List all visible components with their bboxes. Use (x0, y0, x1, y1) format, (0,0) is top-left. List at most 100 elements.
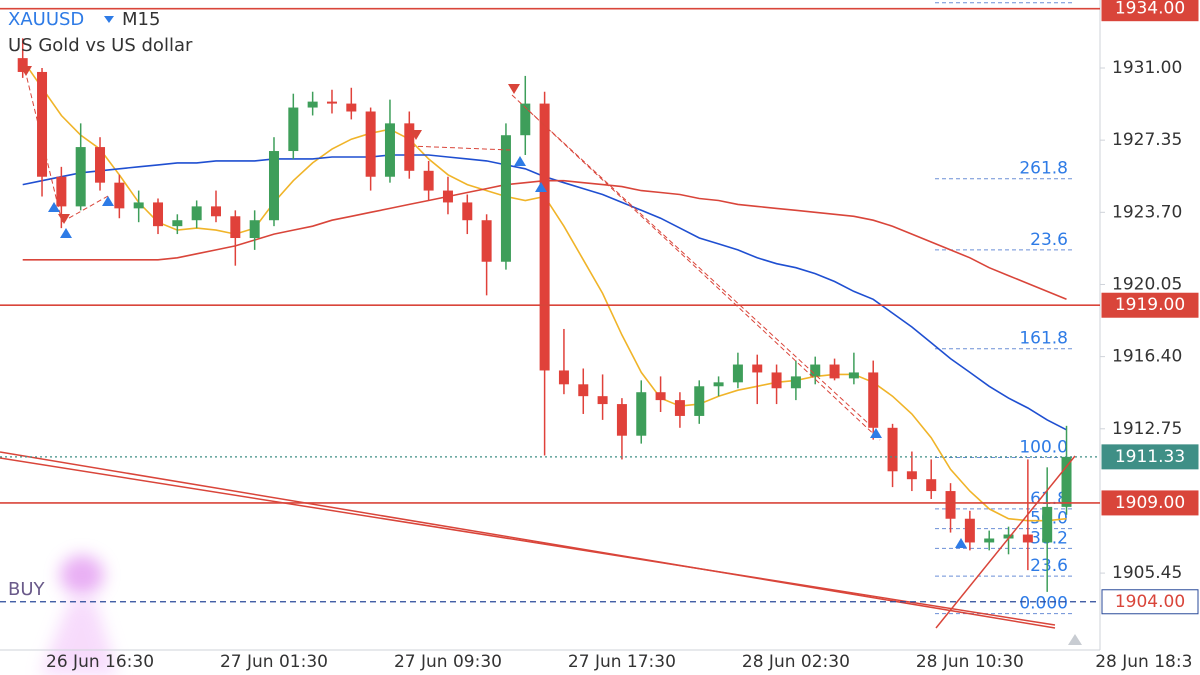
fib-label: 23.6 (1030, 230, 1068, 250)
signal-arrows (20, 66, 967, 548)
price-label: 1919.00 (1115, 295, 1185, 315)
candle-body (95, 147, 106, 183)
candle-body (752, 364, 763, 373)
candle-body (1061, 456, 1072, 507)
buy-arrow (48, 202, 60, 212)
candle-body (906, 471, 917, 480)
buy-arrow (870, 428, 882, 438)
x-tick-label: 28 Jun 18:3 (1095, 652, 1192, 672)
candle-body (887, 427, 898, 472)
candle-body (1003, 534, 1014, 539)
candle-body (694, 386, 705, 416)
y-tick-label: 1905.45 (1112, 563, 1182, 583)
fib-label: 161.8 (1019, 329, 1068, 349)
price-label-box (1101, 292, 1199, 318)
timeframe: M15 (122, 9, 160, 30)
sell-arrow (508, 84, 520, 94)
touch-highlight (40, 600, 118, 675)
candle-body (462, 202, 473, 221)
candle-body (945, 491, 956, 519)
candle-body (926, 479, 937, 492)
buy-arrow (102, 196, 114, 206)
y-tick-label: 1920.05 (1112, 274, 1182, 294)
candle-body (558, 370, 569, 385)
candle-body (75, 147, 86, 207)
dropdown-icon (104, 16, 114, 23)
price-label-box (1101, 490, 1199, 516)
buy-arrow (60, 228, 72, 238)
fib-label: 100.0 (1019, 437, 1068, 457)
candle-body (56, 176, 67, 207)
candle-body (268, 151, 279, 221)
candle-body (307, 101, 318, 108)
signal-label: BUY (8, 579, 46, 600)
sell-arrow (58, 214, 70, 224)
buy-arrow (955, 538, 967, 548)
candle-body (133, 202, 144, 209)
candle-body (288, 107, 299, 152)
candle-body (597, 396, 608, 405)
candle-body (655, 392, 666, 401)
scroll-marker (1068, 634, 1082, 645)
trend-line (527, 109, 871, 426)
candle-body (829, 364, 840, 379)
candle-body (326, 101, 337, 104)
price-label: 1909.00 (1115, 493, 1185, 513)
candle-body (230, 216, 241, 239)
trend-line (24, 69, 63, 223)
candle-body (713, 382, 724, 387)
candle-body (481, 220, 492, 262)
x-tick-label: 28 Jun 10:30 (916, 652, 1024, 672)
y-tick-label: 1916.40 (1112, 347, 1182, 367)
sell-arrow (410, 130, 422, 140)
candle-body (1042, 506, 1053, 543)
trend-line (0, 457, 1056, 626)
candle-body (37, 71, 48, 177)
trend-line (61, 195, 109, 223)
candle-body (423, 170, 434, 191)
symbol: XAUUSD (8, 9, 84, 30)
y-tick-label: 1927.35 (1112, 130, 1182, 150)
candle-body (616, 404, 627, 436)
x-tick-label: 27 Jun 01:30 (220, 652, 328, 672)
candle-body (578, 384, 589, 397)
candle-body (539, 103, 550, 371)
subtitle: US Gold vs US dollar (8, 35, 193, 56)
fib-label: 261.8 (1019, 159, 1068, 179)
price-label-box (1101, 0, 1199, 22)
buy-arrow (535, 182, 547, 192)
price-label-box (1101, 444, 1199, 470)
price-label: 1904.00 (1115, 592, 1185, 612)
fib-label: 61.8 (1030, 489, 1068, 509)
trend-line (0, 451, 1056, 629)
price-label: 1934.00 (1115, 0, 1185, 19)
candle-body (153, 202, 164, 227)
y-tick-label: 1931.00 (1112, 58, 1182, 78)
touch-highlight (60, 555, 104, 595)
x-tick-label: 26 Jun 16:30 (46, 652, 154, 672)
trend-line (511, 94, 881, 441)
drawings (0, 69, 1076, 629)
candle-body (365, 111, 376, 177)
price-label: 1911.33 (1115, 447, 1185, 467)
plot-area: 38.2261.823.6161.8100.061.850.038.223.60… (17, 0, 1072, 615)
fib-label: 38.2 (1030, 0, 1068, 3)
trend-line (935, 455, 1076, 629)
candle-body (191, 206, 202, 221)
candle-body (384, 123, 395, 177)
fib-label: 23.6 (1030, 556, 1068, 576)
candle-body (114, 182, 125, 209)
candle-body (211, 206, 221, 217)
candle-body (404, 123, 415, 171)
candle-body (868, 372, 879, 428)
x-tick-label: 28 Jun 02:30 (742, 652, 850, 672)
candle-body (771, 372, 782, 389)
candle-body (732, 364, 743, 383)
candle-body (249, 220, 260, 239)
candle-body (520, 103, 531, 136)
price-label-box (1101, 589, 1199, 615)
candle-body (442, 190, 453, 203)
candle-body (674, 400, 685, 416)
fib-label: 0.000 (1019, 594, 1068, 614)
